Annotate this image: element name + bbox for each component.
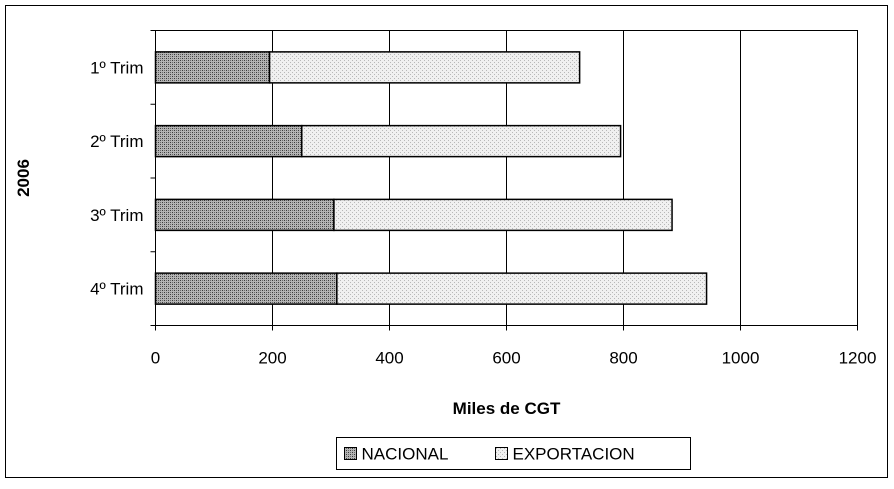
x-tick-label: 0 (151, 349, 160, 368)
legend-label-exportacion: EXPORTACION (513, 445, 635, 464)
legend-label-nacional: NACIONAL (362, 445, 449, 464)
x-tick-label: 1200 (839, 349, 877, 368)
legend-box (336, 437, 691, 470)
x-axis-title: Miles de CGT (453, 399, 561, 418)
bar-exportacion-3 (333, 198, 673, 232)
x-tick-label: 600 (492, 349, 520, 368)
x-tick-label: 800 (609, 349, 637, 368)
category-label: 4º Trim (90, 280, 143, 299)
legend: NACIONAL EXPORTACION (336, 437, 691, 470)
bar-nacional-1 (154, 51, 271, 84)
bar-nacional-3 (154, 198, 335, 232)
x-tick-label: 200 (258, 349, 286, 368)
bar-exportacion-1 (268, 51, 581, 84)
bar-exportacion-2 (301, 124, 622, 158)
legend-swatch-exportacion (495, 447, 508, 460)
category-label: 2º Trim (90, 132, 143, 151)
category-label: 1º Trim (90, 58, 143, 77)
legend-swatch-nacional (344, 447, 357, 460)
category-label: 3º Trim (90, 206, 143, 225)
bar-nacional-2 (154, 124, 303, 158)
x-tick-label: 400 (375, 349, 403, 368)
x-tick-label: 1000 (722, 349, 760, 368)
group-label: 2006 (14, 159, 33, 197)
bar-exportacion-4 (336, 272, 708, 305)
plot-area: 1º Trim 2º Trim 3º Trim 4º Trim 0 200 400 600 80… (14, 30, 877, 418)
bar-nacional-4 (154, 272, 338, 305)
